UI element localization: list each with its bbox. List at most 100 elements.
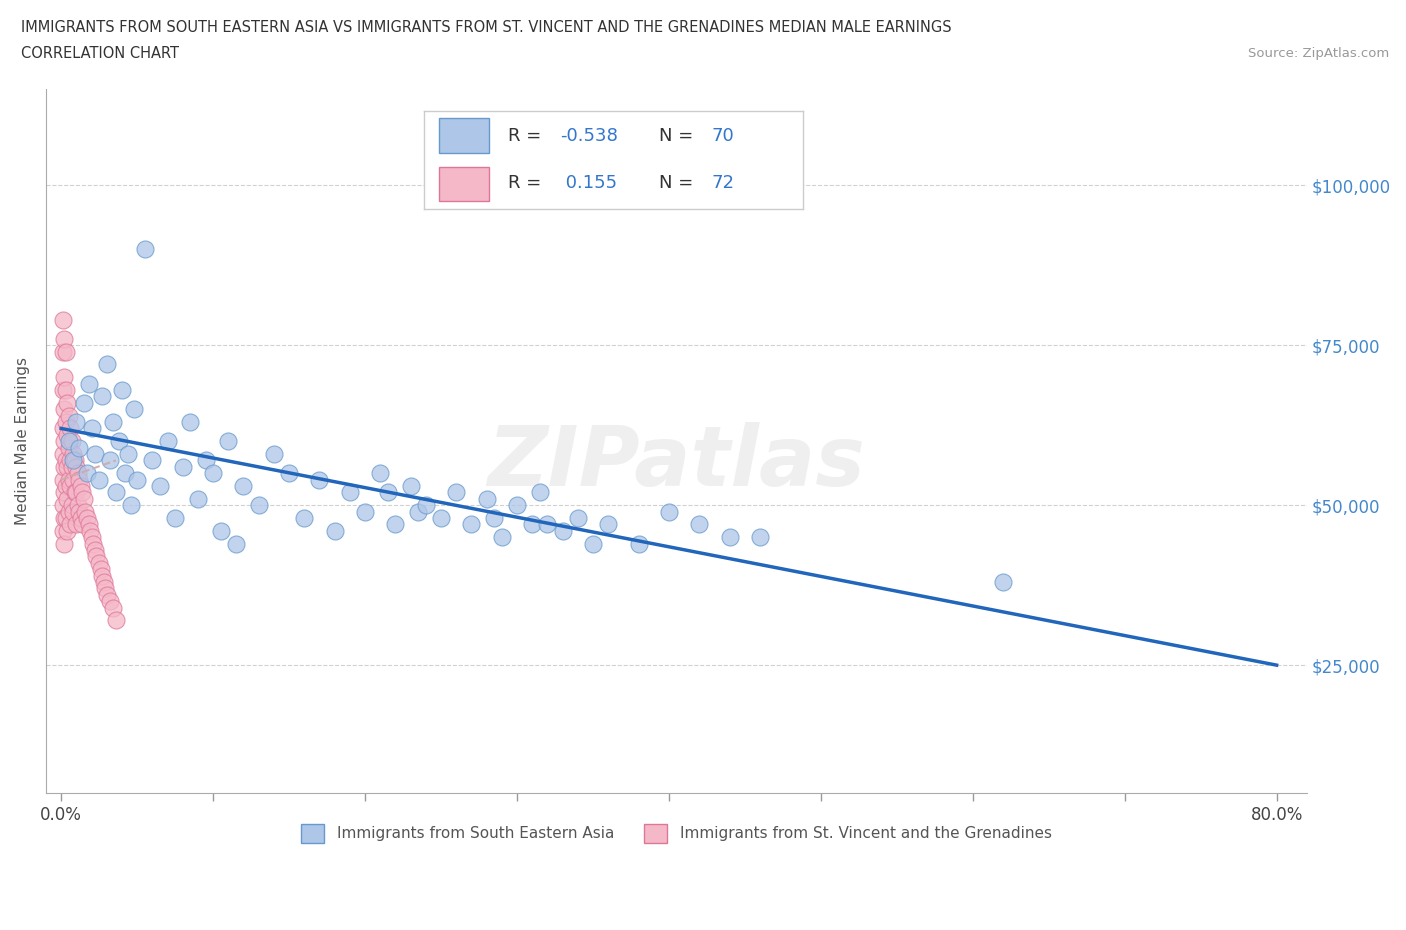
Point bbox=[406, 504, 429, 519]
Point bbox=[53, 433, 76, 448]
Point bbox=[536, 517, 558, 532]
Point bbox=[209, 524, 232, 538]
Point bbox=[415, 498, 437, 512]
Point bbox=[399, 479, 422, 494]
Point bbox=[114, 466, 136, 481]
Point bbox=[688, 517, 710, 532]
Point bbox=[278, 466, 301, 481]
Point bbox=[79, 524, 101, 538]
Point bbox=[62, 446, 84, 461]
Point bbox=[63, 453, 86, 468]
Point bbox=[308, 472, 330, 487]
Point bbox=[506, 498, 529, 512]
Point bbox=[127, 472, 149, 487]
Point bbox=[52, 498, 75, 512]
Point bbox=[82, 537, 104, 551]
Point bbox=[53, 370, 76, 385]
Point bbox=[55, 344, 77, 359]
Text: Source: ZipAtlas.com: Source: ZipAtlas.com bbox=[1249, 46, 1389, 60]
Point bbox=[76, 511, 98, 525]
Point bbox=[94, 581, 117, 596]
Point bbox=[263, 446, 285, 461]
Point bbox=[52, 472, 75, 487]
Point bbox=[354, 504, 377, 519]
Point bbox=[58, 440, 80, 455]
Point bbox=[83, 542, 105, 557]
Legend: Immigrants from South Eastern Asia, Immigrants from St. Vincent and the Grenadin: Immigrants from South Eastern Asia, Immi… bbox=[295, 817, 1057, 849]
Point bbox=[55, 415, 77, 430]
Point bbox=[491, 530, 513, 545]
Point bbox=[482, 511, 505, 525]
Point bbox=[65, 485, 87, 499]
Point bbox=[52, 312, 75, 327]
Point bbox=[96, 357, 118, 372]
Point bbox=[84, 549, 107, 564]
Point bbox=[339, 485, 361, 499]
Point bbox=[52, 421, 75, 436]
Point bbox=[56, 428, 79, 443]
Point bbox=[72, 485, 94, 499]
Point bbox=[194, 453, 217, 468]
Point bbox=[65, 415, 87, 430]
Point bbox=[91, 389, 114, 404]
Point bbox=[187, 491, 209, 506]
Point bbox=[55, 453, 77, 468]
Point bbox=[104, 485, 127, 499]
Point bbox=[217, 433, 239, 448]
Point bbox=[529, 485, 551, 499]
Point bbox=[475, 491, 498, 506]
Point bbox=[582, 537, 605, 551]
Point bbox=[72, 517, 94, 532]
Point bbox=[991, 575, 1014, 590]
Point bbox=[122, 402, 145, 417]
Point bbox=[90, 562, 112, 577]
Point bbox=[60, 459, 83, 474]
Point bbox=[368, 466, 391, 481]
Point bbox=[55, 382, 77, 397]
Point bbox=[73, 491, 96, 506]
Point bbox=[430, 511, 453, 525]
Point bbox=[117, 446, 139, 461]
Point bbox=[551, 524, 574, 538]
Point bbox=[67, 504, 90, 519]
Point bbox=[89, 555, 111, 570]
Point bbox=[377, 485, 399, 499]
Point bbox=[80, 421, 103, 436]
Point bbox=[91, 568, 114, 583]
Point bbox=[658, 504, 681, 519]
Point bbox=[67, 472, 90, 487]
Point bbox=[56, 524, 79, 538]
Point bbox=[83, 446, 105, 461]
Point bbox=[134, 242, 156, 257]
Point bbox=[66, 498, 89, 512]
Point bbox=[62, 472, 84, 487]
Point bbox=[460, 517, 482, 532]
Point bbox=[62, 504, 84, 519]
Point bbox=[384, 517, 406, 532]
Point bbox=[59, 517, 82, 532]
Point bbox=[323, 524, 346, 538]
Point bbox=[89, 472, 111, 487]
Point bbox=[53, 459, 76, 474]
Point bbox=[66, 466, 89, 481]
Point bbox=[749, 530, 772, 545]
Point bbox=[98, 593, 121, 608]
Point bbox=[202, 466, 225, 481]
Point bbox=[73, 395, 96, 410]
Point bbox=[70, 479, 93, 494]
Point bbox=[76, 466, 98, 481]
Point bbox=[98, 453, 121, 468]
Point bbox=[67, 440, 90, 455]
Point bbox=[53, 485, 76, 499]
Point bbox=[75, 504, 97, 519]
Point bbox=[444, 485, 467, 499]
Point bbox=[156, 433, 179, 448]
Point bbox=[80, 530, 103, 545]
Point bbox=[120, 498, 142, 512]
Point bbox=[77, 377, 100, 392]
Point bbox=[58, 408, 80, 423]
Point bbox=[141, 453, 163, 468]
Point bbox=[58, 472, 80, 487]
Point bbox=[53, 402, 76, 417]
Point bbox=[58, 504, 80, 519]
